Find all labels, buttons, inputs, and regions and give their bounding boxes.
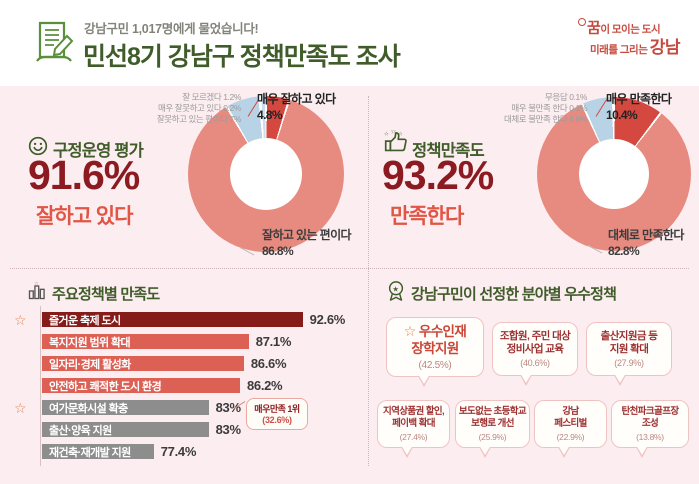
bars-section-title: 주요정책별 만족도 bbox=[52, 286, 160, 303]
gangnam-city-logo: 꿈이 모이는 도시 미래를 그리는 강남 bbox=[578, 18, 696, 58]
page-title: 민선8기 강남구 정책만족도 조사 bbox=[83, 43, 401, 71]
gov-label-very-good: 매우 잘하고 있다 4.8% bbox=[257, 92, 336, 122]
bar-chart: 즐거운 축제 도시 92.6% 복지지원 범위 확대 87.1% 일자리·경제 … bbox=[42, 312, 345, 466]
bar-redevelopment: 재건축·재개발 지원 bbox=[42, 444, 154, 459]
survey-sample-text: 강남구민 1,017명에게 물었습니다! bbox=[84, 22, 259, 36]
bar-value: 77.4% bbox=[160, 444, 197, 459]
policy-label-very-dissat: 매우 불만족 한다 0.1% bbox=[511, 103, 587, 113]
bar-row: 출산·양육 지원 83% bbox=[42, 422, 345, 437]
policy-donut-chart bbox=[537, 97, 691, 251]
bar-row: 안전하고 쾌적한 도시 환경 86.2% bbox=[42, 378, 345, 393]
gov-label-dontknow: 잘 모르겠다 1.2% bbox=[182, 92, 241, 102]
gov-label-somewhat-bad: 잘못하고 있는 편이다 7% bbox=[156, 114, 242, 124]
gov-total-caption: 잘하고 있다 bbox=[36, 205, 133, 228]
top-satisfaction-callout: 매우만족 1위 (32.6%) bbox=[246, 398, 308, 430]
best-section-title: 강남구민이 선정한 분야별 우수정책 bbox=[411, 286, 617, 303]
bar-row: 재건축·재개발 지원 77.4% bbox=[42, 444, 345, 459]
bar-chart-axis bbox=[40, 306, 41, 466]
policy-label-very-sat: 매우 만족한다 10.4% bbox=[606, 92, 672, 122]
medal-icon: ★ bbox=[386, 280, 406, 302]
policy-section-title: 정책만족도 bbox=[412, 142, 485, 160]
star-icon: ☆ bbox=[14, 400, 27, 416]
bar-value: 87.1% bbox=[255, 334, 292, 349]
bar-value: 83% bbox=[215, 400, 241, 415]
bar-welfare: 복지지원 범위 확대 bbox=[42, 334, 249, 349]
logo-flower-icon bbox=[578, 18, 586, 26]
card-scholarship: ☆ 우수인재 장학지원 (42.5%) bbox=[386, 317, 484, 387]
smiley-icon bbox=[28, 136, 48, 156]
gov-total-value: 91.6% bbox=[28, 152, 140, 198]
svg-text:☆: ☆ bbox=[390, 130, 396, 136]
gov-donut-chart bbox=[188, 96, 344, 252]
card-tancheon-golf: 탄천파크골프장 조성 (13.8%) bbox=[611, 400, 689, 458]
bar-row: 일자리·경제 활성화 86.6% bbox=[42, 356, 345, 371]
bar-value: 83% bbox=[215, 422, 241, 437]
header: 강남구민 1,017명에게 물었습니다! 민선8기 강남구 정책만족도 조사 꿈… bbox=[0, 0, 699, 86]
card-childbirth-support: 출산지원금 등 지원 확대 (27.9%) bbox=[586, 322, 672, 386]
bar-leisure-culture: 여가문화시설 확충 bbox=[42, 400, 209, 415]
card-local-voucher: 지역상품권 할인, 페이백 확대 (27.4%) bbox=[377, 400, 450, 458]
vertical-divider bbox=[368, 96, 369, 466]
svg-text:★: ★ bbox=[392, 284, 399, 293]
policy-label-somewhat-dissat: 대체로 불만족 한다 6.6% bbox=[503, 114, 587, 124]
gov-section-title: 구정운영 평가 bbox=[53, 142, 144, 160]
card-redevelopment-education: 조합원, 주민 대상 정비사업 교육 (40.6%) bbox=[492, 322, 578, 386]
logo-line2-rest: 미래를 그리는 bbox=[590, 43, 650, 56]
bar-value: 86.2% bbox=[246, 378, 283, 393]
svg-text:☆: ☆ bbox=[398, 131, 403, 138]
bar-value: 92.6% bbox=[309, 312, 346, 327]
bar-safe-city: 안전하고 쾌적한 도시 환경 bbox=[42, 378, 240, 393]
gov-label-very-bad: 매우 잘못하고 있다 0.2% bbox=[157, 103, 241, 113]
bar-childbirth-care: 출산·양육 지원 bbox=[42, 422, 209, 437]
policy-total-caption: 만족한다 bbox=[390, 205, 464, 228]
logo-line1-rest: 이 모이는 도시 bbox=[600, 23, 661, 36]
card-school-walkway: 보도없는 초등학교 보행로 개선 (25.9%) bbox=[455, 400, 530, 458]
gov-label-somewhat-good: 잘하고 있는 편이다 86.8% bbox=[262, 228, 352, 258]
memo-pencil-icon bbox=[33, 19, 75, 67]
policy-label-no-answer: 무응답 0.1% bbox=[545, 92, 587, 102]
bar-row: 여가문화시설 확충 83% bbox=[42, 400, 345, 415]
card-gangnam-festival: 강남 페스티벌 (22.9%) bbox=[534, 400, 607, 458]
svg-text:☆: ☆ bbox=[34, 281, 39, 287]
star-icon: ☆ bbox=[14, 312, 27, 328]
bar-row: 복지지원 범위 확대 87.1% bbox=[42, 334, 345, 349]
horizontal-divider bbox=[10, 268, 689, 269]
bar-festival-city: 즐거운 축제 도시 bbox=[42, 312, 303, 327]
bar-jobs-economy: 일자리·경제 활성화 bbox=[42, 356, 244, 371]
thumbs-up-icon: ☆ ☆ ☆ bbox=[382, 130, 408, 156]
logo-line2-big: 강남 bbox=[649, 37, 681, 57]
svg-text:☆: ☆ bbox=[384, 131, 389, 138]
policy-total-value: 93.2% bbox=[382, 152, 494, 198]
bar-value: 86.6% bbox=[250, 356, 287, 371]
logo-line1-big: 꿈 bbox=[587, 19, 601, 37]
star-icon: ☆ bbox=[403, 323, 417, 340]
policy-label-somewhat-sat: 대체로 만족한다 82.8% bbox=[608, 228, 684, 258]
podium-chart-icon: ☆ bbox=[27, 281, 47, 301]
bar-row: 즐거운 축제 도시 92.6% bbox=[42, 312, 345, 327]
